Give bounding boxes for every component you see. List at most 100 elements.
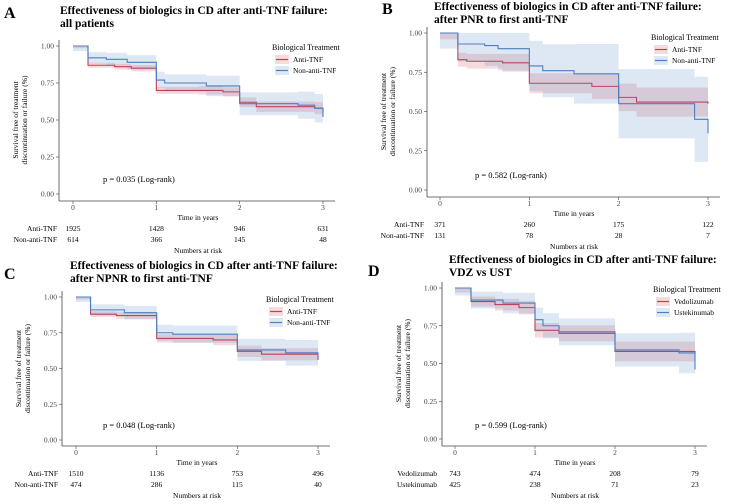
risk-row-label: Anti-TNF xyxy=(394,220,424,229)
risk-row-label: Non-anti-TNF xyxy=(15,480,58,489)
numbers-at-risk-label: Numbers at risk xyxy=(551,491,599,500)
risk-value: 7 xyxy=(706,231,710,240)
p-value: p = 0.599 (Log-rank) xyxy=(475,420,547,430)
chart-title: Effectiveness of biologics in CD after a… xyxy=(60,5,328,17)
risk-row-label: Ustekinumab xyxy=(397,480,437,489)
chart-title: Effectiveness of biologics in CD after a… xyxy=(70,260,338,272)
risk-value: 23 xyxy=(691,480,699,489)
risk-value: 40 xyxy=(314,480,322,489)
legend-title: Biological Treatment xyxy=(653,285,722,294)
chart-title: VDZ vs UST xyxy=(449,267,512,279)
y-tick-label: 0.75 xyxy=(409,68,422,77)
risk-value: 631 xyxy=(317,224,329,233)
x-tick-label: 1 xyxy=(155,448,159,457)
legend-label: Anti-TNF xyxy=(287,307,317,316)
risk-row-label: Vedolizumab xyxy=(397,469,437,478)
survival-curve-anti-tnf xyxy=(76,296,319,360)
risk-value: 1925 xyxy=(66,224,81,233)
x-tick-label: 3 xyxy=(316,448,320,457)
y-tick-label: 0.00 xyxy=(41,190,54,199)
x-tick-label: 2 xyxy=(235,448,239,457)
ci-band-1 xyxy=(440,33,708,178)
km-panel-d: D Effectiveness of biologics in CD after … xyxy=(368,254,722,500)
chart-title: after NPNR to first anti-TNF xyxy=(70,273,213,285)
risk-value: 1428 xyxy=(149,224,164,233)
y-tick-label: 1.00 xyxy=(424,284,437,293)
risk-value: 131 xyxy=(434,231,446,240)
risk-row-label: Anti-TNF xyxy=(28,469,58,478)
risk-value: 238 xyxy=(529,480,541,489)
panel-letter: B xyxy=(382,1,393,18)
risk-value: 145 xyxy=(234,235,246,244)
risk-value: 946 xyxy=(234,224,246,233)
x-tick-label: 3 xyxy=(693,448,697,457)
legend-title: Biological Treatment xyxy=(272,43,341,52)
x-tick-label: 0 xyxy=(71,203,75,212)
risk-value: 175 xyxy=(613,220,625,229)
y-tick-label: 0.50 xyxy=(41,116,54,125)
legend-label: Vedolizumab xyxy=(674,297,714,306)
chart-title: Effectiveness of biologics in CD after a… xyxy=(449,254,717,266)
panel-letter: A xyxy=(4,5,16,22)
y-tick-label: 0.50 xyxy=(424,359,437,368)
panel-letter: D xyxy=(368,263,380,280)
x-axis-label: Time in years xyxy=(555,458,596,467)
survival-curve-non-anti-tnf xyxy=(73,45,324,118)
risk-value: 208 xyxy=(609,469,621,478)
y-tick-label: 0.00 xyxy=(424,435,437,444)
ci-band-0 xyxy=(440,33,708,122)
y-tick-label: 0.75 xyxy=(44,328,57,337)
y-tick-label: 0.25 xyxy=(41,153,54,162)
risk-value: 115 xyxy=(232,480,243,489)
y-tick-label: 0.75 xyxy=(41,79,54,88)
risk-row-label: Non-anti-TNF xyxy=(381,231,424,240)
ci-band-1 xyxy=(73,46,323,132)
risk-value: 743 xyxy=(449,469,461,478)
y-tick-label: 0.25 xyxy=(424,397,437,406)
risk-row-label: Non-anti-TNF xyxy=(14,235,57,244)
risk-value: 28 xyxy=(615,231,623,240)
x-tick-label: 1 xyxy=(527,199,531,208)
panel-letter: C xyxy=(4,266,16,283)
risk-value: 79 xyxy=(691,469,699,478)
x-tick-label: 3 xyxy=(321,203,325,212)
x-tick-label: 2 xyxy=(238,203,242,212)
x-axis-label: Time in years xyxy=(178,213,219,222)
y-axis-label: discontinuation or failure (%) xyxy=(403,319,412,408)
chart-title: all patients xyxy=(60,18,115,30)
risk-value: 614 xyxy=(67,235,79,244)
y-axis-label: Survival free of treatment xyxy=(14,329,23,407)
ci-band-1 xyxy=(455,288,695,391)
legend-label: Non-anti-TNF xyxy=(287,318,330,327)
x-axis-label: Time in years xyxy=(554,209,595,218)
legend-label: Ustekinumab xyxy=(674,308,714,317)
x-tick-label: 3 xyxy=(706,199,710,208)
chart-title: after PNR to first anti-TNF xyxy=(434,14,569,26)
risk-value: 496 xyxy=(312,469,324,478)
risk-value: 366 xyxy=(151,235,163,244)
risk-value: 1510 xyxy=(69,469,84,478)
y-axis-label: discontinuation or failure (%) xyxy=(388,67,397,156)
risk-row-label: Anti-TNF xyxy=(27,224,57,233)
survival-curve-anti-tnf xyxy=(73,45,324,112)
risk-value: 371 xyxy=(434,220,446,229)
y-tick-label: 0.00 xyxy=(44,436,57,445)
risk-value: 425 xyxy=(449,480,461,489)
survival-curve-non-anti-tnf xyxy=(76,296,319,358)
km-panel-a: A Effectiveness of biologics in CD after … xyxy=(4,5,341,255)
x-tick-label: 0 xyxy=(74,448,78,457)
x-tick-label: 1 xyxy=(533,448,537,457)
survival-curve-ustekinumab xyxy=(455,287,696,370)
risk-value: 474 xyxy=(70,480,82,489)
y-tick-label: 0.75 xyxy=(424,321,437,330)
x-tick-label: 0 xyxy=(453,448,457,457)
y-tick-label: 0.00 xyxy=(409,186,422,195)
numbers-at-risk-label: Numbers at risk xyxy=(173,491,221,500)
p-value: p = 0.048 (Log-rank) xyxy=(103,420,175,430)
km-panel-b: B Effectiveness of biologics in CD after … xyxy=(379,1,720,251)
y-axis-label: Survival free of treatment xyxy=(394,324,403,402)
legend-title: Biological Treatment xyxy=(651,33,720,42)
y-axis-label: Survival free of treatment xyxy=(379,72,388,150)
risk-value: 78 xyxy=(526,231,534,240)
